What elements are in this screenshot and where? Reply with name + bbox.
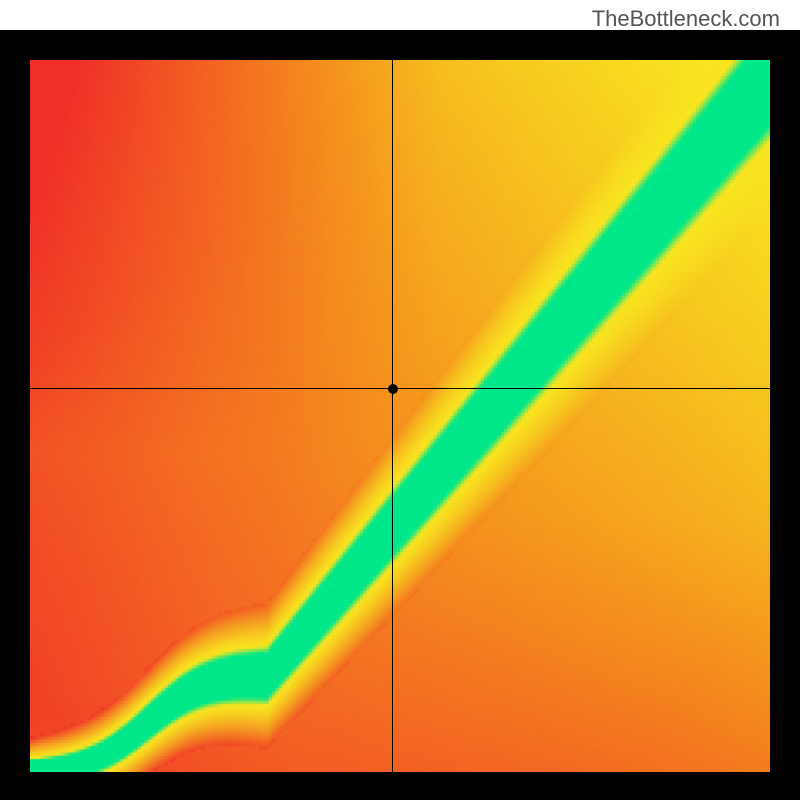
chart-plot-area <box>30 60 770 772</box>
crosshair-dot <box>388 384 398 394</box>
crosshair-vertical-line <box>392 60 393 772</box>
crosshair-horizontal-line <box>30 388 770 389</box>
watermark-text: TheBottleneck.com <box>592 6 780 32</box>
bottleneck-heatmap <box>30 60 770 772</box>
